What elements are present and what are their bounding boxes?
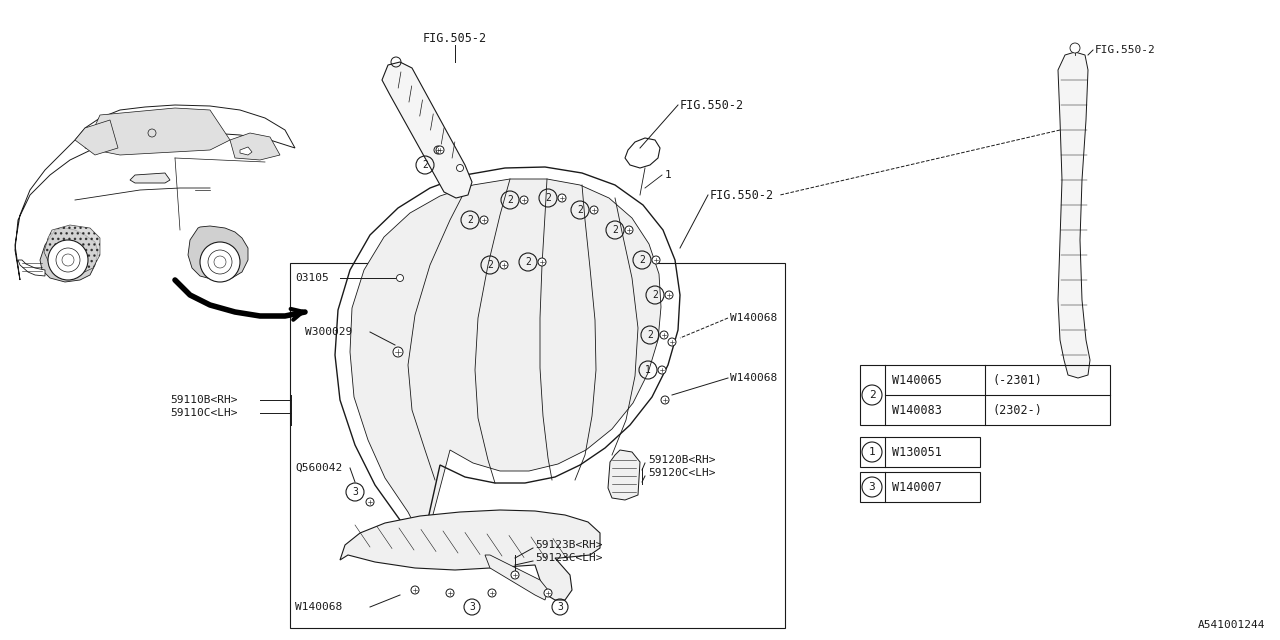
Circle shape [49,240,88,280]
Circle shape [397,275,403,282]
Text: (-2301): (-2301) [992,374,1042,387]
Text: 59123B<RH>: 59123B<RH> [535,540,603,550]
Bar [860,472,980,502]
Circle shape [658,366,666,374]
Text: 3: 3 [869,482,876,492]
Text: 2: 2 [507,195,513,205]
Polygon shape [188,226,248,280]
Circle shape [200,242,241,282]
Polygon shape [608,450,640,500]
Text: FIG.505-2: FIG.505-2 [422,31,488,45]
Circle shape [393,347,403,357]
Text: 2: 2 [525,257,531,267]
Circle shape [666,291,673,299]
Polygon shape [1059,52,1091,378]
Text: 1: 1 [666,170,672,180]
Polygon shape [230,133,280,160]
Polygon shape [44,225,100,274]
Text: W140068: W140068 [294,602,342,612]
Circle shape [457,164,463,172]
Text: 2: 2 [488,260,493,270]
Circle shape [660,331,668,339]
Circle shape [434,146,442,154]
Polygon shape [485,555,548,600]
Circle shape [445,589,454,597]
Text: (2302-): (2302-) [992,403,1042,417]
Text: 59123C<LH>: 59123C<LH> [535,553,603,563]
Text: 1: 1 [869,447,876,457]
Circle shape [366,498,374,506]
Text: 2: 2 [652,290,658,300]
Bar [860,365,1110,425]
Circle shape [625,226,634,234]
Text: 3: 3 [352,487,358,497]
Text: 2: 2 [869,390,876,400]
Text: W140083: W140083 [892,403,942,417]
Circle shape [436,146,444,154]
Text: FIG.550-2: FIG.550-2 [680,99,744,111]
Circle shape [511,571,518,579]
Circle shape [544,589,552,597]
Text: 59110C<LH>: 59110C<LH> [170,408,238,418]
Circle shape [488,589,497,597]
Circle shape [590,206,598,214]
Circle shape [538,258,547,266]
Text: W140068: W140068 [730,373,777,383]
Text: 2: 2 [467,215,472,225]
Circle shape [500,261,508,269]
Polygon shape [241,147,252,155]
Text: 3: 3 [557,602,563,612]
Polygon shape [40,228,99,282]
Text: W140007: W140007 [892,481,942,493]
Text: 59120C<LH>: 59120C<LH> [648,468,716,478]
Polygon shape [349,179,660,545]
Text: 2: 2 [648,330,653,340]
Circle shape [668,338,676,346]
Circle shape [480,216,488,224]
Text: 3: 3 [468,602,475,612]
Circle shape [411,586,419,594]
Text: 59110B<RH>: 59110B<RH> [170,395,238,405]
Polygon shape [381,62,472,198]
Text: Q560042: Q560042 [294,463,342,473]
Text: 1: 1 [645,365,652,375]
Circle shape [660,396,669,404]
Polygon shape [18,260,45,276]
Text: 2: 2 [422,160,428,170]
Text: W130051: W130051 [892,445,942,458]
Circle shape [652,256,660,264]
Text: W140068: W140068 [730,313,777,323]
Polygon shape [84,108,230,155]
Polygon shape [131,173,170,183]
Text: 2: 2 [612,225,618,235]
Bar [860,437,980,467]
Text: W140065: W140065 [892,374,942,387]
Text: A541001244: A541001244 [1198,620,1265,630]
Text: 2: 2 [639,255,645,265]
Text: 59120B<RH>: 59120B<RH> [648,455,716,465]
Bar [291,263,785,628]
Polygon shape [76,120,118,155]
Text: 03105: 03105 [294,273,329,283]
Text: W300029: W300029 [305,327,352,337]
Polygon shape [15,105,294,280]
Circle shape [520,196,529,204]
Circle shape [558,194,566,202]
Circle shape [1070,43,1080,53]
Text: 2: 2 [577,205,582,215]
Text: FIG.550-2: FIG.550-2 [710,189,774,202]
Text: 2: 2 [545,193,550,203]
Polygon shape [340,510,600,600]
Text: FIG.550-2: FIG.550-2 [1094,45,1156,55]
